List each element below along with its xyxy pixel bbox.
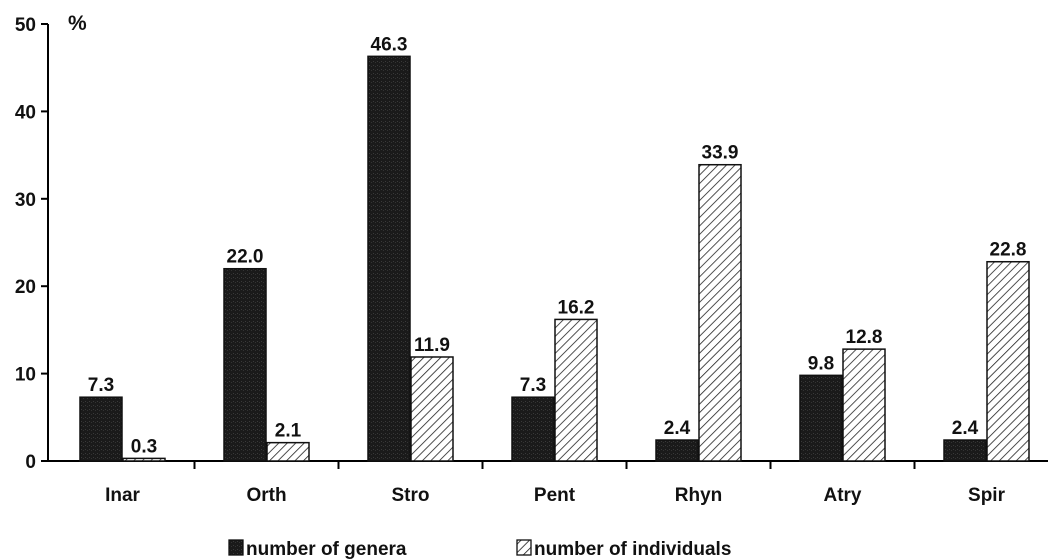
bar-genera [943, 439, 987, 462]
data-labels: 7.3 0.3 22.0 2.1 46.3 11.9 7.3 16.2 2.4 33.9 9.8 12… [88, 34, 1027, 457]
data-label: 2.1 [275, 421, 302, 442]
bar-individuals [986, 260, 1030, 462]
data-label: 33.9 [702, 143, 739, 164]
bar-individuals [554, 318, 598, 462]
bar-genera [655, 439, 699, 462]
legend-genera-label: number of genera [246, 539, 407, 560]
y-tick-label: 40 [15, 102, 36, 123]
bar-genera [511, 396, 555, 462]
bar-genera [223, 267, 267, 462]
bar-individuals [122, 457, 166, 462]
data-label: 16.2 [558, 297, 595, 318]
x-category-label: Spir [968, 485, 1006, 506]
bar-individuals [842, 348, 886, 462]
data-label: 22.8 [990, 240, 1027, 261]
y-tick-label: 30 [15, 190, 36, 211]
legend-genera-swatch [228, 539, 244, 556]
legend-individuals-swatch [516, 539, 532, 556]
data-label: 2.4 [664, 418, 691, 439]
legend-individuals-label: number of individuals [534, 539, 731, 560]
data-label: 11.9 [414, 335, 450, 356]
x-category-label: Rhyn [675, 485, 723, 506]
bar-genera [367, 55, 411, 462]
y-tick-label: 20 [15, 277, 36, 298]
y-tick-label: 50 [15, 15, 36, 36]
y-tick-label: 0 [25, 452, 36, 473]
bar-genera [79, 396, 123, 462]
x-category-label: Atry [823, 485, 861, 506]
bar-individuals [410, 356, 454, 462]
y-tick-label: 10 [15, 365, 36, 386]
bars [79, 55, 1030, 462]
legend: number of genera number of individuals [228, 539, 731, 560]
data-label: 22.0 [227, 247, 264, 268]
data-label: 2.4 [952, 418, 979, 439]
x-category-label: Stro [392, 485, 430, 506]
bar-individuals [698, 163, 742, 462]
data-label: 9.8 [808, 353, 834, 374]
x-category-label: Pent [534, 485, 576, 506]
data-label: 7.3 [520, 375, 546, 396]
data-label: 46.3 [371, 34, 408, 55]
bar-genera [799, 374, 843, 462]
bar-individuals [266, 441, 310, 462]
y-unit-label: % [68, 12, 87, 35]
data-label: 0.3 [131, 436, 157, 457]
data-label: 12.8 [846, 327, 883, 348]
data-label: 7.3 [88, 375, 114, 396]
axes: 0 10 20 30 40 50 % Inar Orth Stro Pent Rhyn Atry Spir [15, 12, 1048, 506]
x-category-label: Inar [105, 485, 140, 506]
x-category-label: Orth [246, 485, 286, 506]
